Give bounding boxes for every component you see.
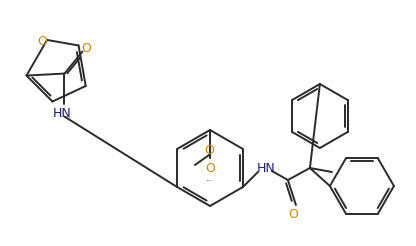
Text: O: O — [204, 143, 214, 156]
Text: O: O — [205, 162, 215, 174]
Text: O: O — [82, 42, 92, 55]
Text: O: O — [288, 209, 298, 221]
Text: methoxy: methoxy — [207, 179, 213, 181]
Text: HN: HN — [257, 163, 275, 175]
Text: O: O — [37, 35, 47, 48]
Text: HN: HN — [53, 107, 72, 120]
